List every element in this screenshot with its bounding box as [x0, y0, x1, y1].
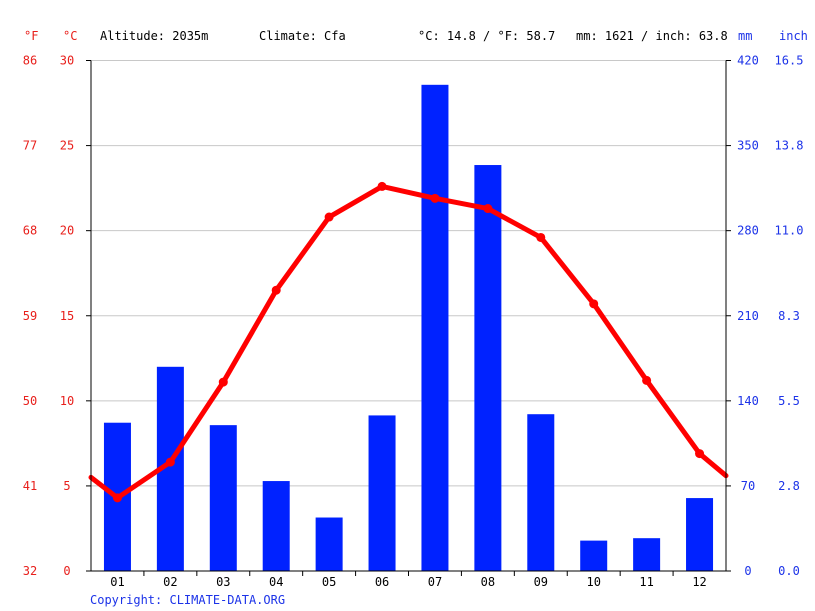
temp-point-04	[271, 285, 281, 295]
month-label-12: 12	[692, 575, 706, 589]
inch-tick-label: 16.5	[775, 54, 804, 68]
temp-point-02	[165, 457, 175, 467]
inch-tick-label: 13.8	[775, 139, 804, 153]
inch-tick-label: 0.0	[778, 564, 800, 578]
month-label-08: 08	[481, 575, 495, 589]
temp-point-01	[112, 493, 122, 503]
precip-bar-04	[262, 481, 290, 571]
temp-point-03	[218, 377, 228, 387]
axes	[86, 60, 731, 576]
precip-bar-12	[686, 498, 714, 571]
month-label-06: 06	[375, 575, 389, 589]
inch-tick-label: 11.0	[775, 224, 804, 238]
precip-bar-05	[315, 517, 343, 571]
precip-bar-06	[368, 415, 396, 571]
f-tick-label: 77	[23, 139, 37, 153]
month-label-10: 10	[586, 575, 600, 589]
month-label-11: 11	[639, 575, 653, 589]
temp-point-07	[430, 193, 440, 203]
month-label-05: 05	[322, 575, 336, 589]
temp-point-10	[589, 299, 599, 309]
temp-point-06	[377, 181, 387, 191]
inch-axis-unit: inch	[779, 29, 808, 43]
inch-tick-label: 5.5	[778, 394, 800, 408]
c-tick-label: 5	[63, 479, 70, 493]
inch-tick-label: 8.3	[778, 309, 800, 323]
c-tick-label: 25	[60, 139, 74, 153]
inch-tick-label: 2.8	[778, 479, 800, 493]
precip-bar-10	[580, 540, 608, 571]
mm-axis-unit: mm	[738, 29, 752, 43]
mm-tick-label: 0	[744, 564, 751, 578]
f-tick-label: 32	[23, 564, 37, 578]
temp-point-11	[642, 375, 652, 385]
c-tick-label: 20	[60, 224, 74, 238]
month-label-03: 03	[216, 575, 230, 589]
mm-tick-label: 210	[737, 309, 759, 323]
f-tick-label: 68	[23, 224, 37, 238]
gridlines	[91, 60, 726, 487]
month-label-09: 09	[534, 575, 548, 589]
month-label-07: 07	[428, 575, 442, 589]
temperature-line	[88, 181, 729, 503]
temp-point-09	[536, 232, 546, 242]
altitude-label: Altitude: 2035m	[100, 29, 208, 43]
mm-tick-label: 280	[737, 224, 759, 238]
copyright-text: Copyright: CLIMATE-DATA.ORG	[90, 593, 285, 607]
temperature-line-path	[88, 183, 729, 501]
month-label-04: 04	[269, 575, 283, 589]
c-tick-label: 10	[60, 394, 74, 408]
mm-tick-label: 350	[737, 139, 759, 153]
climate-label: Climate: Cfa	[259, 29, 346, 43]
temp-point-08	[483, 204, 493, 214]
precip-bar-03	[209, 425, 237, 571]
precip-bar-09	[527, 414, 555, 571]
precip-total-label: mm: 1621 / inch: 63.8	[576, 29, 728, 43]
f-tick-label: 86	[23, 54, 37, 68]
month-label-01: 01	[110, 575, 124, 589]
temp-average-label: °C: 14.8 / °F: 58.7	[418, 29, 555, 43]
c-tick-label: 15	[60, 309, 74, 323]
f-tick-label: 50	[23, 394, 37, 408]
temp-point-05	[324, 212, 334, 222]
mm-tick-label: 140	[737, 394, 759, 408]
c-axis-unit: °C	[63, 29, 77, 43]
temp-point-12	[695, 449, 705, 459]
month-label-02: 02	[163, 575, 177, 589]
tick-labels: 32 0 0 0.0 41 5 70 2.8 50 10 140 5.5 59 15 210 8.3 68 20 2…	[23, 54, 804, 590]
f-axis-unit: °F	[24, 29, 38, 43]
mm-tick-label: 70	[741, 479, 755, 493]
f-tick-label: 41	[23, 479, 37, 493]
precipitation-bars	[103, 84, 714, 572]
mm-tick-label: 420	[737, 54, 759, 68]
f-tick-label: 59	[23, 309, 37, 323]
precip-bar-07	[421, 84, 449, 572]
precip-bar-11	[633, 538, 661, 571]
c-tick-label: 0	[63, 564, 70, 578]
precip-bar-08	[474, 165, 502, 571]
c-tick-label: 30	[60, 54, 74, 68]
